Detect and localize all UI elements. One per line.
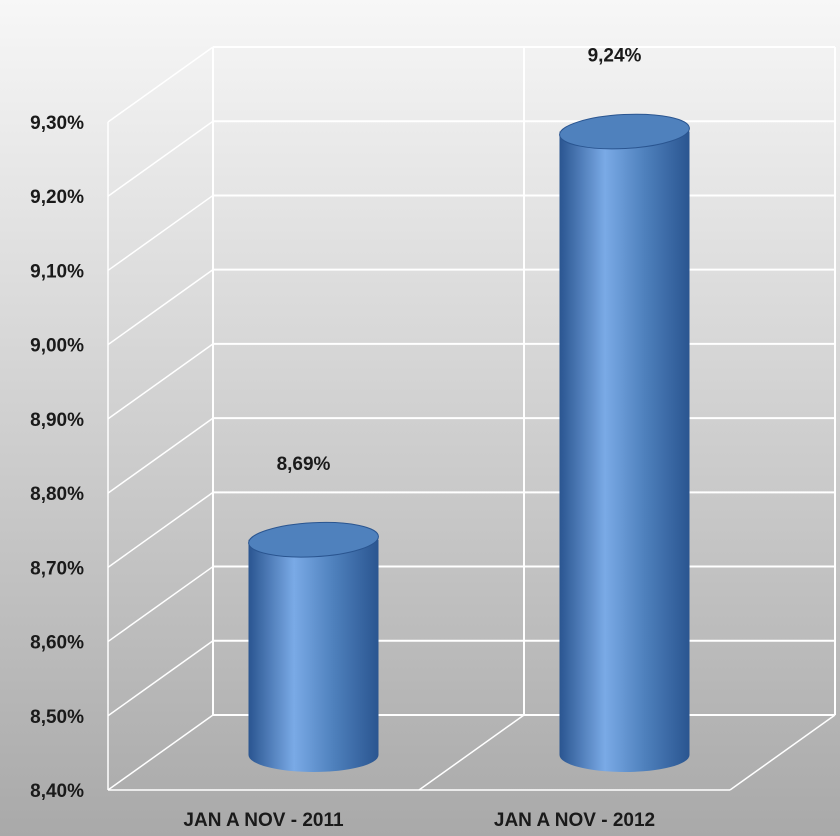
bar <box>248 521 379 772</box>
y-tick-label: 9,30% <box>30 113 84 134</box>
bar-body <box>559 131 690 773</box>
y-tick-label: 8,80% <box>30 484 84 505</box>
gridline-side <box>107 417 214 494</box>
x-category-label: JAN A NOV - 2012 <box>494 810 655 831</box>
bar <box>559 113 690 773</box>
bar-body <box>248 539 379 772</box>
x-category-label: JAN A NOV - 2011 <box>183 810 344 831</box>
y-tick-label: 8,60% <box>30 633 84 654</box>
y-tick-label: 8,70% <box>30 558 84 579</box>
data-labels: 8,69% 9,24% <box>277 46 642 475</box>
gridline-side <box>107 565 214 643</box>
data-label: 9,24% <box>588 46 642 67</box>
gridline-side <box>107 120 214 197</box>
gridline-side <box>107 194 214 272</box>
gridline-side <box>107 269 214 346</box>
y-tick-label: 8,50% <box>30 707 84 728</box>
y-tick-label: 8,40% <box>30 781 84 802</box>
bar-top-cap <box>248 521 379 558</box>
bar-layer <box>248 113 690 773</box>
data-label: 8,69% <box>277 454 331 475</box>
y-axis-tick-labels: 8,40% 8,50% 8,60% 8,70% 8,80% 8,90% 9,00% 9,10%… <box>30 113 84 802</box>
y-tick-label: 9,00% <box>30 336 84 357</box>
gridline-side <box>107 491 214 568</box>
gridline-side <box>107 640 214 717</box>
bar-top-cap <box>559 113 690 150</box>
gridline-side <box>107 714 214 791</box>
gridline-side <box>107 46 214 123</box>
floor-divider <box>418 714 525 791</box>
y-tick-label: 9,10% <box>30 261 84 282</box>
x-axis-category-labels: JAN A NOV - 2011 JAN A NOV - 2012 <box>183 810 655 831</box>
y-tick-label: 8,90% <box>30 410 84 431</box>
floor-right-edge <box>729 714 836 791</box>
gridline-side <box>107 343 214 420</box>
y-tick-label: 9,20% <box>30 187 84 208</box>
